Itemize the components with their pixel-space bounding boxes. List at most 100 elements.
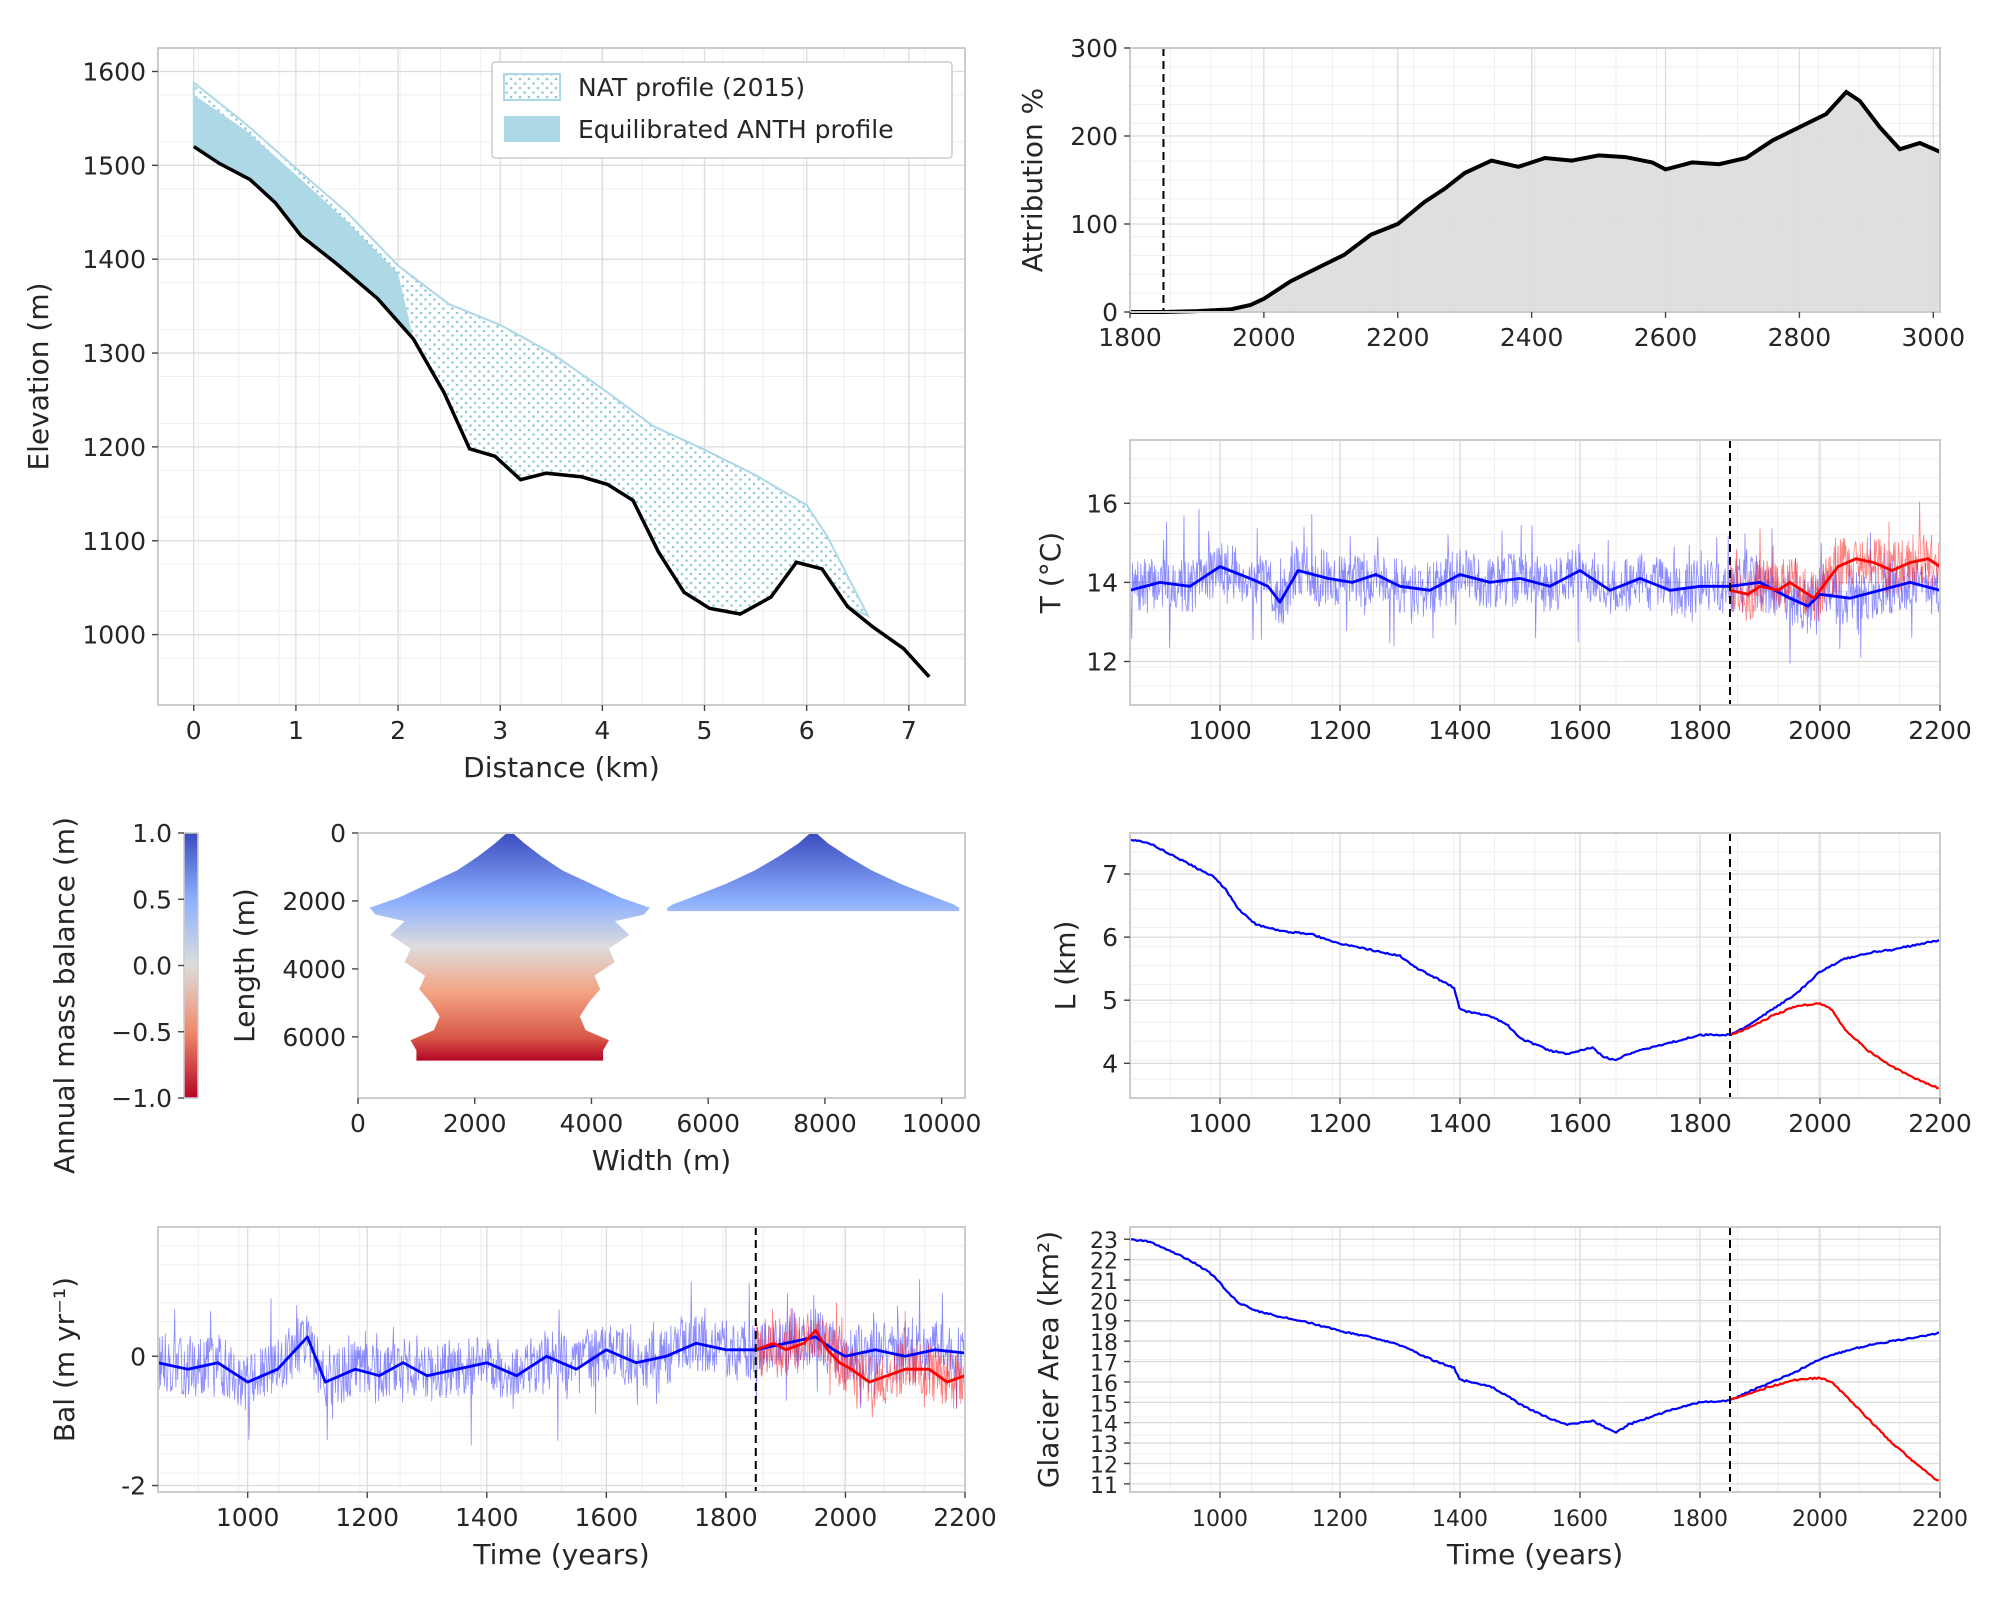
x-tick-label: 4000 [560,1109,624,1138]
x-tick-label: 2200 [1908,716,1972,745]
x-tick-label: 1000 [1188,1109,1252,1138]
minor-grid [158,1227,965,1492]
colorbar-tick-label: 1.0 [132,819,172,848]
x-tick-label: 1000 [1188,716,1252,745]
y-axis-label: T (°C) [1034,532,1067,614]
y-tick-label: 1400 [82,245,146,274]
x-tick-label: 1600 [1548,1109,1612,1138]
series-group [1130,838,1940,1090]
x-tick-label: 1200 [1308,1109,1372,1138]
y-tick-label: 7 [1102,860,1118,889]
y-tick-label: 100 [1070,210,1118,239]
x-tick-label: 2200 [1366,323,1430,352]
bedrock-line [192,145,931,678]
x-tick-label: 4 [594,716,610,745]
panel-profile: 0 1 2 3 4 5 6 7 1000 1100 1200 1300 1400 1500 1600 Dist… [22,47,966,784]
colorbar-tick-label: 0.5 [132,885,172,914]
y-tick-label: 19 [1090,1311,1118,1336]
y-tick-label: 14 [1090,1413,1118,1438]
panel-area: 1000 1200 1400 1600 1800 2000 2200 111213141516… [1032,1226,1968,1571]
x-tick-label: 2800 [1768,323,1832,352]
x-tick-label: 2000 [443,1109,507,1138]
y-axis-label: Length (m) [228,888,261,1043]
legend-label-anth: Equilibrated ANTH profile [578,115,894,144]
x-tick-label: 0 [350,1109,366,1138]
y-tick-label: 13 [1090,1433,1118,1458]
y-tick-label: 200 [1070,122,1118,151]
x-tick-label: 1400 [1432,1507,1488,1532]
x-tick-label: 5 [697,716,713,745]
y-tick-label: 15 [1090,1392,1118,1417]
y-tick-label: 4 [1102,1049,1118,1078]
series-group [1130,1238,1940,1482]
y-tick-label: 14 [1086,568,1118,597]
x-tick-label: 2600 [1634,323,1698,352]
series-line-0 [1130,1238,1940,1434]
x-tick-label: 8000 [793,1109,857,1138]
series-line-0 [1130,838,1940,1062]
x-tick-label: 2000 [814,1503,878,1532]
x-tick-label: 1800 [1668,716,1732,745]
x-tick-label: 2000 [1788,716,1852,745]
legend-box [491,61,953,159]
anth-profile-area [193,94,414,340]
y-tick-label: 4000 [282,955,346,984]
x-tick-label: 2200 [933,1503,997,1532]
attribution-line [1130,89,1941,314]
x-axis-label: Distance (km) [463,751,660,784]
y-tick-label: 6000 [282,1023,346,1052]
smoothed-series-1 [755,1329,965,1384]
axes-frame [357,832,966,1099]
legend-swatch-nat [503,73,561,101]
x-tick-label: 2 [390,716,406,745]
nat-profile-area [192,80,871,618]
y-tick-label: 5 [1102,986,1118,1015]
y-tick-label: 18 [1090,1331,1118,1356]
x-tick-label: 1600 [1548,716,1612,745]
panel-attribution: 1800 2000 2200 2400 2600 2800 3000 0 100 200 300 At… [1016,34,1965,352]
y-tick-label: 11 [1090,1474,1118,1499]
y-axis-label: Bal (m yr⁻¹) [48,1277,81,1442]
x-tick-label: 2400 [1500,323,1564,352]
raw-series-0 [158,1279,965,1446]
y-tick-label: 0 [130,1342,146,1371]
y-axis-label: Elevation (m) [22,282,55,470]
x-tick-label: 6000 [676,1109,740,1138]
x-axis-label: Time (years) [472,1538,649,1571]
y-tick-label: 17 [1090,1352,1118,1377]
x-tick-label: 1000 [216,1503,280,1532]
y-tick-label: 1600 [82,57,146,86]
axes-frame [1129,47,1941,313]
x-tick-label: 0 [186,716,202,745]
x-tick-label: 1400 [1428,716,1492,745]
colorbar: −1.0 −0.5 0.0 0.5 1.0 Annual mass balance (m) [48,817,199,1174]
smoothed-series-1 [1729,557,1940,600]
axes-frame [1129,1226,1941,1493]
y-tick-label: 1300 [82,339,146,368]
series-line-1 [1729,1376,1940,1482]
y-tick-label: 1000 [82,621,146,650]
x-tick-label: 1800 [1668,1109,1732,1138]
x-tick-label: 2200 [1912,1507,1968,1532]
colorbar-label: Annual mass balance (m) [48,817,81,1174]
y-tick-label: 20 [1090,1290,1118,1315]
x-tick-label: 2000 [1788,1109,1852,1138]
x-tick-label: 10000 [902,1109,982,1138]
x-axis-label: Time (years) [1446,1538,1623,1571]
axes-frame [157,47,966,706]
x-tick-label: 3000 [1901,323,1965,352]
y-tick-label: 23 [1090,1229,1118,1254]
panel-temperature: 1000 1200 1400 1600 1800 2000 2200 12 14 16 T (°C) [1034,439,1972,745]
y-tick-label: 12 [1086,647,1118,676]
smoothed-series-0 [158,1335,965,1384]
series-group [158,1279,965,1446]
x-tick-label: 1400 [455,1503,519,1532]
colorbar-tick-label: −1.0 [111,1084,172,1113]
y-tick-label: 300 [1070,34,1118,63]
y-axis-label: Attribution % [1016,88,1049,273]
x-tick-label: 1800 [1098,323,1162,352]
axes-frame [1129,439,1941,706]
legend-label-nat: NAT profile (2015) [578,73,805,102]
axes-frame [157,1226,966,1493]
